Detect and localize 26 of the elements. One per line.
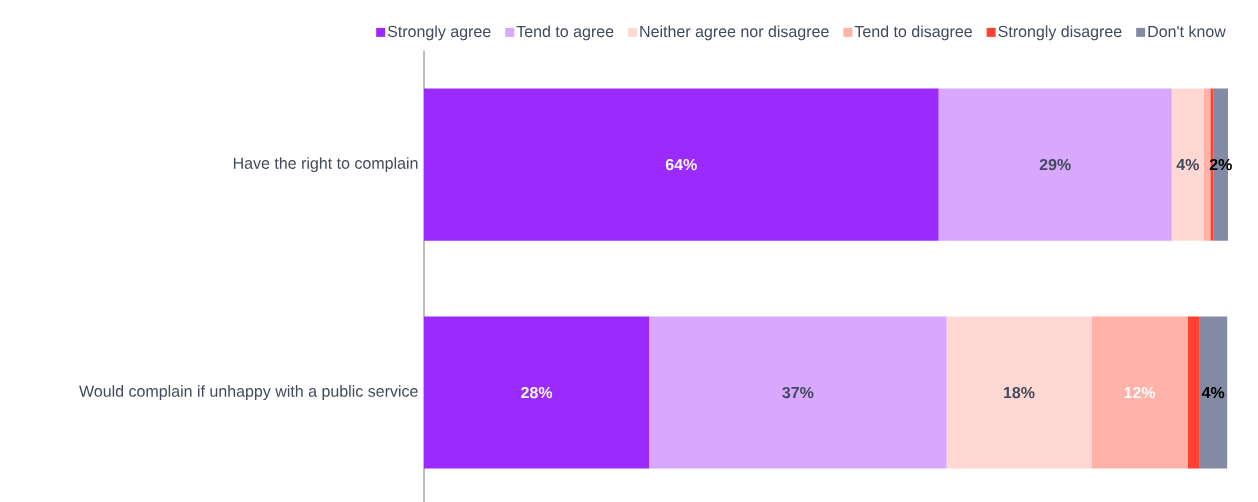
bar xyxy=(424,316,650,469)
legend-label: Strongly disagree xyxy=(998,25,1122,41)
bar xyxy=(946,316,1092,469)
legend-label: Don't know xyxy=(1148,25,1226,38)
data-label: 29% xyxy=(1039,158,1071,171)
y-tick-label: Have the right to complain xyxy=(233,157,418,173)
bar xyxy=(1187,316,1200,469)
legend-label: Tend to disagree xyxy=(854,25,972,41)
data-label: 37% xyxy=(782,386,814,399)
bar xyxy=(424,88,939,241)
bar xyxy=(1091,316,1188,469)
data-label: 4% xyxy=(1176,158,1199,171)
bar xyxy=(1171,88,1204,241)
bar xyxy=(1199,316,1228,469)
legend-label: Tend to agree xyxy=(516,25,614,41)
bar xyxy=(938,88,1172,241)
bar xyxy=(1203,88,1211,241)
legend-label: Strongly agree xyxy=(387,25,491,41)
legend-label: Neither agree nor disagree xyxy=(640,25,829,41)
data-label: 4% xyxy=(1201,386,1225,399)
y-tick-label: Would complain if unhappy with a public service xyxy=(79,385,418,401)
data-label: 18% xyxy=(1003,386,1035,399)
bar xyxy=(649,316,947,469)
data-label: 12% xyxy=(1124,386,1156,399)
data-label: 28% xyxy=(521,386,553,399)
data-label: 64% xyxy=(665,158,697,171)
